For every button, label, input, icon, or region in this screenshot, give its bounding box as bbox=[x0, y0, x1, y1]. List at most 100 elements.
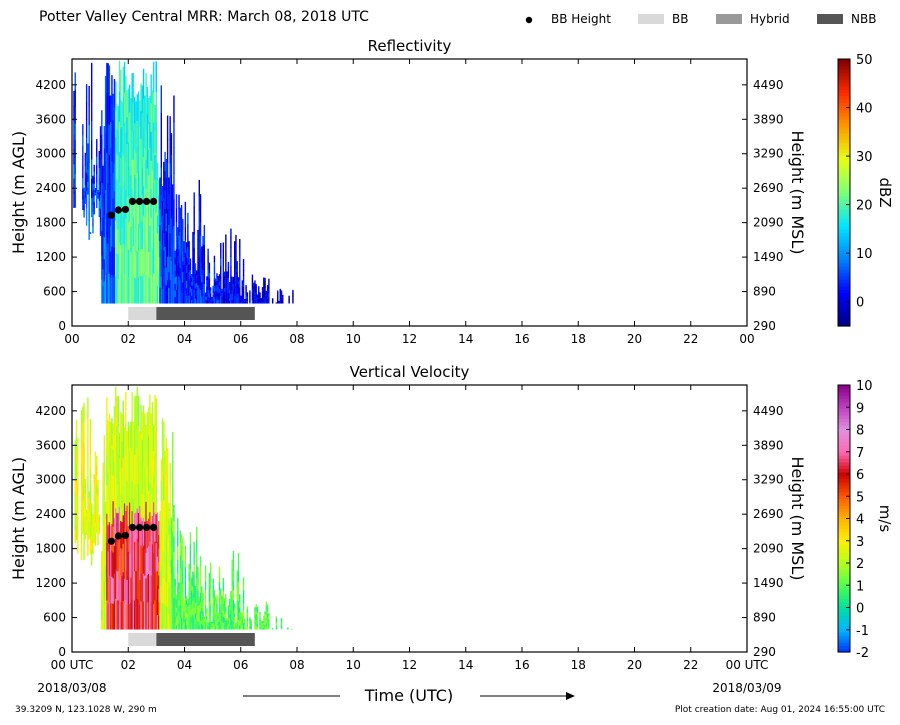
data-cell bbox=[194, 293, 197, 299]
data-cell bbox=[139, 252, 141, 279]
data-cell bbox=[199, 583, 202, 594]
data-cell bbox=[125, 274, 127, 304]
data-cell bbox=[122, 457, 125, 487]
data-cell bbox=[134, 200, 136, 227]
colorbar-segment bbox=[838, 142, 850, 147]
data-cell bbox=[225, 243, 227, 253]
data-cell bbox=[159, 193, 161, 210]
data-cell bbox=[202, 294, 204, 304]
data-cell bbox=[187, 610, 189, 615]
data-cell bbox=[173, 551, 175, 568]
data-cell bbox=[85, 522, 88, 526]
data-cell bbox=[160, 112, 162, 141]
data-cell bbox=[137, 424, 140, 455]
data-cell bbox=[127, 222, 130, 250]
data-cell bbox=[244, 302, 246, 304]
data-cell bbox=[169, 587, 171, 609]
data-cell bbox=[254, 620, 256, 625]
data-cell bbox=[122, 429, 125, 459]
data-cell bbox=[153, 425, 155, 452]
data-cell bbox=[261, 289, 264, 292]
data-cell bbox=[111, 576, 113, 604]
colorbar-tick-label: 0 bbox=[856, 602, 864, 617]
data-cell bbox=[182, 560, 184, 573]
data-cell bbox=[165, 533, 168, 559]
data-cell bbox=[101, 134, 103, 159]
data-cell bbox=[126, 529, 128, 556]
colorbar-segment bbox=[838, 122, 850, 127]
colorbar-segment bbox=[838, 485, 850, 490]
data-cell bbox=[204, 292, 207, 295]
data-cell bbox=[160, 565, 162, 588]
data-cell bbox=[188, 604, 190, 614]
data-cell bbox=[102, 504, 104, 526]
y-axis-label: Height (m AGL) bbox=[9, 131, 28, 254]
colorbar-segment bbox=[838, 255, 850, 260]
data-cell bbox=[165, 176, 168, 196]
data-cell bbox=[104, 246, 107, 276]
data-cell bbox=[208, 601, 211, 609]
data-cell bbox=[231, 585, 233, 595]
data-cell bbox=[203, 273, 206, 285]
data-cell bbox=[169, 504, 171, 526]
data-cell bbox=[98, 526, 100, 530]
colorbar-tick-label: 5 bbox=[856, 490, 864, 505]
data-cell bbox=[136, 477, 138, 509]
data-cell bbox=[170, 196, 173, 219]
data-cell bbox=[120, 69, 122, 100]
data-cell bbox=[280, 624, 283, 627]
data-cell bbox=[160, 275, 162, 304]
data-cell bbox=[171, 555, 174, 581]
data-cell bbox=[207, 289, 209, 297]
data-cell bbox=[85, 172, 88, 191]
data-cell bbox=[258, 298, 260, 302]
data-cell bbox=[121, 126, 123, 153]
data-cell bbox=[188, 287, 190, 296]
data-cell bbox=[254, 618, 256, 622]
data-cell bbox=[140, 275, 142, 304]
data-cell bbox=[87, 437, 89, 458]
data-cell bbox=[120, 547, 122, 576]
data-cell bbox=[203, 293, 206, 304]
data-cell bbox=[109, 422, 112, 449]
data-cell bbox=[92, 514, 94, 520]
data-cell bbox=[212, 296, 214, 300]
data-cell bbox=[137, 276, 140, 304]
data-cell bbox=[234, 287, 236, 296]
data-cell bbox=[73, 163, 75, 179]
data-cell bbox=[198, 272, 200, 289]
data-cell bbox=[98, 159, 100, 168]
x-tick-label: 08 bbox=[289, 658, 304, 672]
data-cell bbox=[183, 603, 185, 608]
data-cell bbox=[177, 227, 179, 238]
data-cell bbox=[109, 473, 112, 501]
data-cell bbox=[112, 119, 114, 147]
data-cell bbox=[179, 592, 181, 605]
data-cell bbox=[83, 481, 85, 502]
data-cell bbox=[98, 167, 100, 177]
data-cell bbox=[73, 90, 75, 107]
data-cell bbox=[125, 246, 127, 276]
colorbar-tick-label: -1 bbox=[856, 624, 869, 639]
data-cell bbox=[179, 231, 181, 244]
data-cell bbox=[174, 597, 176, 605]
data-cell bbox=[106, 122, 108, 154]
data-cell bbox=[198, 210, 200, 227]
data-cell bbox=[116, 104, 118, 130]
data-cell bbox=[166, 493, 169, 517]
data-cell bbox=[190, 277, 193, 282]
data-cell bbox=[171, 184, 174, 200]
data-cell bbox=[190, 577, 193, 585]
data-cell bbox=[80, 447, 83, 467]
data-cell bbox=[230, 265, 232, 276]
data-cell bbox=[102, 251, 104, 270]
data-cell bbox=[244, 302, 246, 304]
data-cell bbox=[170, 531, 173, 546]
data-cell bbox=[217, 289, 219, 294]
data-cell bbox=[139, 277, 141, 304]
data-cell bbox=[277, 301, 279, 304]
data-cell bbox=[184, 252, 187, 266]
data-cell bbox=[139, 100, 141, 127]
data-cell bbox=[198, 596, 200, 602]
